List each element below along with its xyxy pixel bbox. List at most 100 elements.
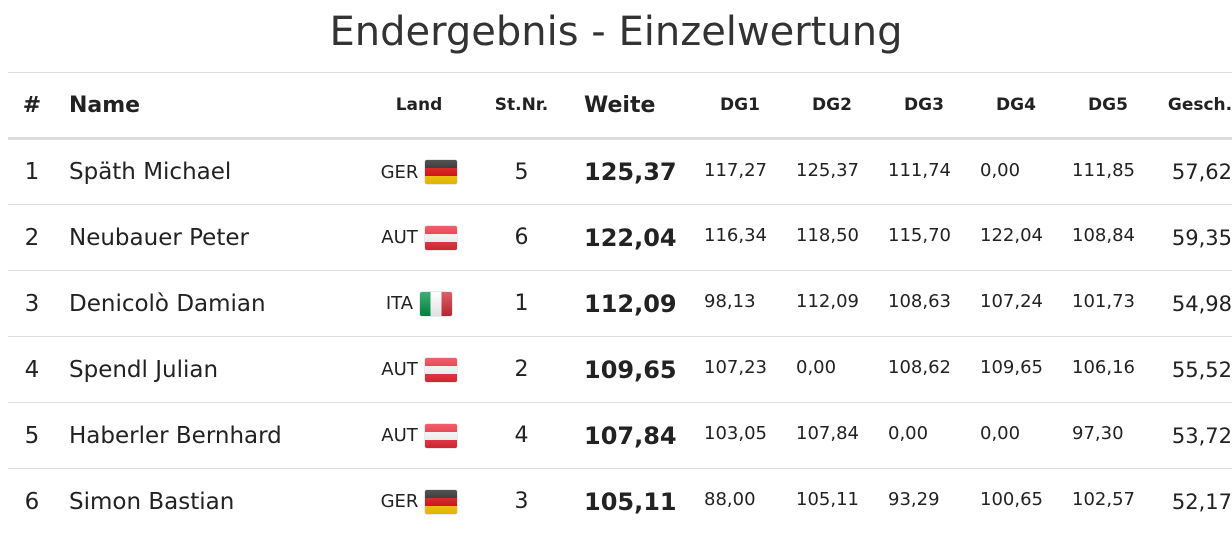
country: GER xyxy=(380,489,458,514)
best-distance: 109,65 xyxy=(584,355,677,384)
round-4-distance: 0,00 xyxy=(980,423,1021,444)
round-5-distance: 108,84 xyxy=(1072,225,1135,246)
country-code: ITA xyxy=(385,293,414,314)
athlete-name: Neubauer Peter xyxy=(69,224,249,251)
speed-cell: 52,17 xyxy=(1171,489,1232,514)
rank-cell: 2 xyxy=(24,224,40,251)
header-gesch: Gesch. xyxy=(1167,95,1232,115)
round-3-distance: 111,74 xyxy=(888,160,951,181)
best-distance: 122,04 xyxy=(584,223,677,252)
round-5-distance: 97,30 xyxy=(1072,423,1124,444)
rank-cell: 1 xyxy=(24,159,40,185)
round-3-distance: 0,00 xyxy=(888,423,929,444)
round-1-distance: 107,23 xyxy=(704,357,767,378)
header-weite: Weite xyxy=(584,92,656,118)
country-code: GER xyxy=(380,491,419,513)
round-4-distance: 107,24 xyxy=(980,291,1043,312)
round-1-distance: 103,05 xyxy=(704,423,767,444)
round-1-distance: 116,34 xyxy=(704,225,767,246)
round-5-distance: 101,73 xyxy=(1072,291,1135,312)
table-row: 2 Neubauer Peter AUT 6 122,04 116,34 118,50 115… xyxy=(8,205,1232,271)
header-row: # Name Land St.Nr. Weite DG1 DG2 DG3 DG4… xyxy=(8,72,1232,139)
round-2-distance: 105,11 xyxy=(796,489,859,510)
round-1-distance: 117,27 xyxy=(704,160,767,181)
country-cell: AUT xyxy=(369,205,469,271)
country-cell: AUT xyxy=(369,403,469,469)
country: ITA xyxy=(385,291,453,316)
round-2-distance: 125,37 xyxy=(796,160,859,181)
round-4-distance: 100,65 xyxy=(980,489,1043,510)
country-code: AUT xyxy=(381,359,418,380)
round-5-distance: 111,85 xyxy=(1072,160,1135,181)
start-number: 5 xyxy=(514,159,529,185)
round-5-distance: 106,16 xyxy=(1072,357,1135,378)
country: AUT xyxy=(381,423,457,448)
header-rank: # xyxy=(22,92,42,118)
country-code: AUT xyxy=(381,227,418,248)
speed-cell: 59,35 xyxy=(1171,225,1232,250)
header-dg5: DG5 xyxy=(1088,95,1128,115)
country: AUT xyxy=(381,357,457,382)
rank-cell: 3 xyxy=(24,290,40,317)
country-code: GER xyxy=(380,161,419,183)
country: GER xyxy=(381,160,458,184)
speed-cell: 57,62 xyxy=(1171,160,1232,184)
round-3-distance: 115,70 xyxy=(888,225,951,246)
round-4-distance: 0,00 xyxy=(980,160,1021,181)
round-3-distance: 108,63 xyxy=(888,291,951,312)
round-3-distance: 93,29 xyxy=(888,489,940,510)
round-3-distance: 108,62 xyxy=(888,357,951,378)
flag-germany-icon xyxy=(425,489,458,514)
flag-germany-icon xyxy=(425,160,458,184)
athlete-name: Denicolò Damian xyxy=(69,290,266,317)
round-2-distance: 0,00 xyxy=(796,357,837,378)
table-body: 1 Späth Michael GER 5 125,37 117,27 125,37 111,… xyxy=(8,139,1232,534)
speed-cell: 55,52 xyxy=(1171,357,1232,382)
athlete-name: Spendl Julian xyxy=(69,356,219,383)
header-dg1: DG1 xyxy=(720,95,760,115)
page-title: Endergebnis - Einzelwertung xyxy=(329,9,903,55)
flag-austria-icon xyxy=(424,357,457,382)
table-row: 6 Simon Bastian GER 3 105,11 88,00 105,11 93,29… xyxy=(8,469,1232,534)
header-start-number: St.Nr. xyxy=(494,95,549,115)
country-code: AUT xyxy=(381,425,418,446)
flag-austria-icon xyxy=(424,225,457,250)
athlete-name: Simon Bastian xyxy=(69,488,235,515)
speed-cell: 53,72 xyxy=(1171,423,1232,448)
country-cell: AUT xyxy=(369,337,469,403)
best-distance: 125,37 xyxy=(584,158,677,186)
start-number: 4 xyxy=(514,423,529,448)
table-row: 5 Haberler Bernhard AUT 4 107,84 103,05 107,84… xyxy=(8,403,1232,469)
start-number: 1 xyxy=(514,291,529,316)
country: AUT xyxy=(381,225,457,250)
header-dg4: DG4 xyxy=(996,95,1036,115)
athlete-name: Haberler Bernhard xyxy=(69,422,282,449)
round-1-distance: 88,00 xyxy=(704,489,756,510)
athlete-name: Späth Michael xyxy=(69,159,232,185)
best-distance: 105,11 xyxy=(584,487,677,516)
header-dg2: DG2 xyxy=(812,95,852,115)
table-row: 3 Denicolò Damian ITA 1 112,09 98,13 112,09 108… xyxy=(8,271,1232,337)
flag-austria-icon xyxy=(424,423,457,448)
speed-cell: 54,98 xyxy=(1171,291,1232,316)
best-distance: 112,09 xyxy=(584,289,677,318)
header-land: Land xyxy=(395,95,443,115)
country-cell: GER xyxy=(369,139,469,205)
start-number: 6 xyxy=(514,225,529,250)
round-4-distance: 109,65 xyxy=(980,357,1043,378)
table-row: 1 Späth Michael GER 5 125,37 117,27 125,37 111,… xyxy=(8,139,1232,205)
table-header: # Name Land St.Nr. Weite DG1 DG2 DG3 DG4… xyxy=(8,72,1232,139)
start-number: 3 xyxy=(514,489,529,515)
round-4-distance: 122,04 xyxy=(980,225,1043,246)
round-2-distance: 112,09 xyxy=(796,291,859,312)
rank-cell: 5 xyxy=(24,422,40,449)
results-table: # Name Land St.Nr. Weite DG1 DG2 DG3 DG4… xyxy=(8,72,1232,534)
header-dg3: DG3 xyxy=(904,95,944,115)
rank-cell: 6 xyxy=(24,488,40,515)
country-cell: GER xyxy=(369,469,469,534)
flag-italy-icon xyxy=(420,291,453,316)
round-2-distance: 107,84 xyxy=(796,423,859,444)
table-row: 4 Spendl Julian AUT 2 109,65 107,23 0,00 108,62… xyxy=(8,337,1232,403)
header-name: Name xyxy=(69,92,141,118)
